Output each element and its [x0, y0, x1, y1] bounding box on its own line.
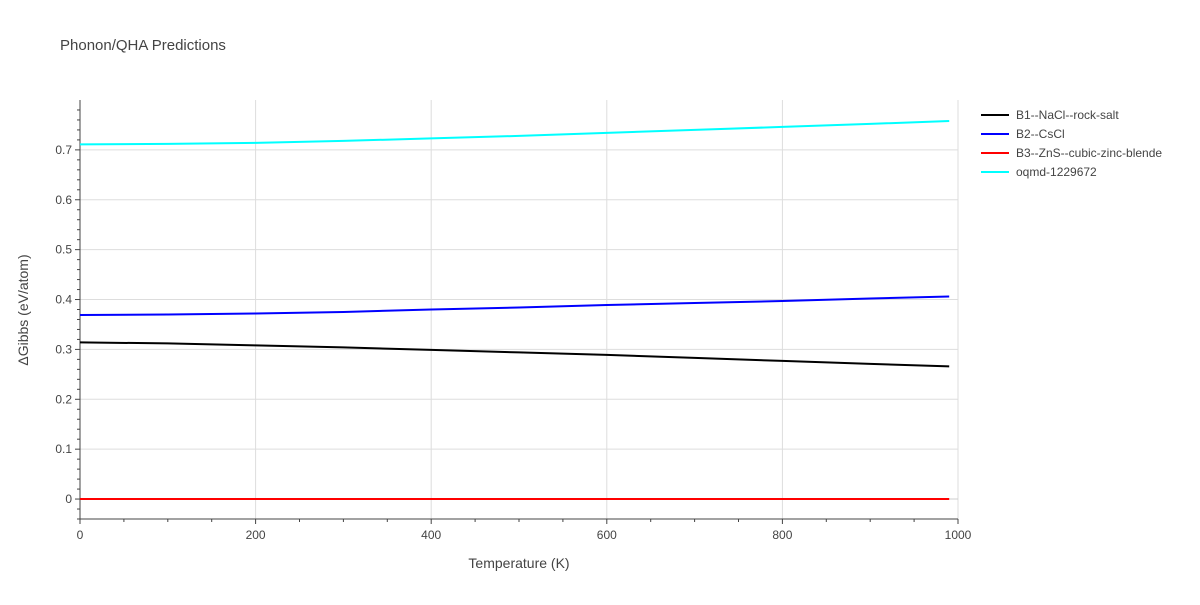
- x-axis-title: Temperature (K): [468, 555, 569, 571]
- legend-item[interactable]: B3--ZnS--cubic-zinc-blende: [981, 146, 1162, 160]
- series-line: [79, 120, 950, 146]
- y-tick-label: 0.7: [55, 143, 72, 157]
- y-tick-label: 0.3: [55, 342, 72, 356]
- x-tick-label: 600: [597, 528, 617, 542]
- grid: [80, 100, 959, 519]
- legend-label: oqmd-1229672: [1016, 165, 1097, 179]
- y-tick-label: 0.2: [55, 392, 72, 406]
- legend-label: B2--CsCl: [1016, 127, 1065, 141]
- x-tick-label: 200: [246, 528, 266, 542]
- y-tick-label: 0.4: [55, 293, 72, 307]
- chart-title: Phonon/QHA Predictions: [60, 37, 226, 54]
- y-tick-label: 0: [65, 492, 72, 506]
- x-tick-label: 400: [421, 528, 441, 542]
- x-tick-label: 800: [772, 528, 792, 542]
- y-tick-label: 0.6: [55, 193, 72, 207]
- y-axis-title: ΔGibbs (eV/atom): [15, 254, 31, 365]
- x-tick-label: 1000: [945, 528, 972, 542]
- y-tick-label: 0.1: [55, 442, 72, 456]
- x-tick-label: 0: [77, 528, 84, 542]
- legend[interactable]: B1--NaCl--rock-salt B2--CsCl B3--ZnS--cubi…: [981, 108, 1162, 179]
- series-lines: [79, 120, 950, 500]
- legend-item[interactable]: oqmd-1229672: [981, 165, 1097, 179]
- series-line: [79, 295, 950, 316]
- legend-item[interactable]: B2--CsCl: [981, 127, 1065, 141]
- legend-label: B1--NaCl--rock-salt: [1016, 108, 1119, 122]
- legend-item[interactable]: B1--NaCl--rock-salt: [981, 108, 1119, 122]
- y-tick-label: 0.5: [55, 243, 72, 257]
- axes: 0 200 400 600 800 1000 0 0.1 0.2 0.3 0.4 0.5 0.6 0.7: [55, 100, 972, 542]
- series-line: [79, 341, 950, 368]
- legend-label: B3--ZnS--cubic-zinc-blende: [1016, 146, 1162, 160]
